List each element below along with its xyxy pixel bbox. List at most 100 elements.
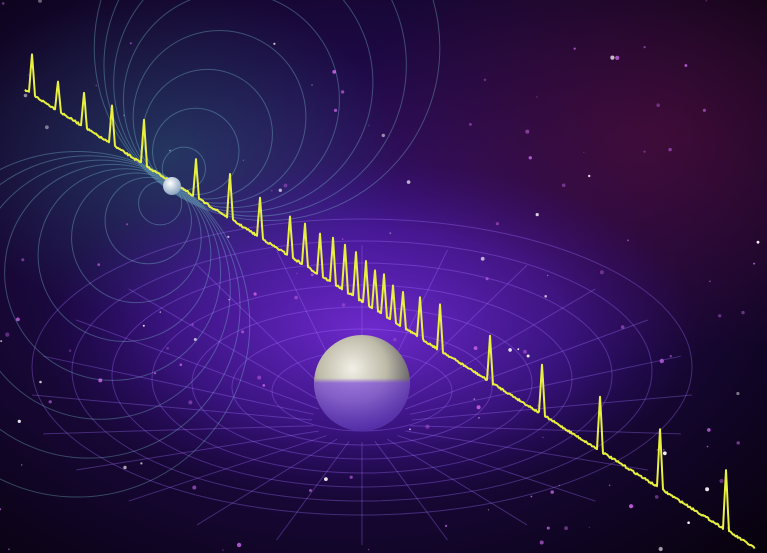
grid-spoke — [43, 425, 314, 435]
grid-spoke — [386, 264, 528, 402]
star — [547, 274, 549, 277]
star — [627, 239, 629, 242]
grid-ring — [71, 240, 653, 502]
star — [561, 183, 566, 188]
star — [643, 150, 646, 153]
star — [483, 78, 487, 82]
star — [324, 477, 328, 481]
star — [349, 475, 353, 479]
star — [191, 323, 194, 326]
star — [425, 424, 430, 429]
star — [659, 358, 664, 364]
star — [550, 490, 554, 494]
field-loop — [103, 0, 407, 217]
star — [273, 42, 276, 45]
star — [705, 487, 710, 492]
star — [756, 240, 760, 244]
star — [718, 314, 722, 318]
star — [253, 292, 257, 296]
star — [668, 147, 672, 152]
star — [517, 348, 520, 351]
star — [525, 129, 530, 134]
star — [242, 159, 245, 161]
star — [7, 548, 10, 551]
grid-ring — [191, 306, 533, 460]
field-loop — [138, 181, 183, 226]
star — [95, 84, 98, 87]
field-loop — [0, 150, 251, 498]
star — [129, 42, 132, 45]
star — [558, 484, 561, 487]
pulse-signal — [24, 53, 756, 549]
field-loop — [4, 163, 222, 381]
grid-spoke — [397, 435, 596, 502]
star — [393, 337, 397, 342]
star — [341, 303, 346, 307]
star — [709, 280, 711, 283]
star — [741, 310, 745, 315]
star — [294, 295, 298, 300]
field-loop — [93, 0, 441, 222]
field-loop — [104, 176, 192, 265]
star — [142, 324, 145, 327]
star — [341, 238, 344, 240]
star — [473, 398, 476, 400]
star — [535, 213, 539, 217]
star — [296, 272, 298, 275]
star — [389, 232, 392, 235]
field-loop — [0, 159, 231, 420]
star — [736, 391, 740, 396]
star — [528, 156, 532, 160]
grid-spoke — [410, 425, 681, 435]
star — [687, 521, 690, 524]
star — [154, 372, 157, 375]
star — [539, 540, 544, 545]
pulsar — [163, 177, 181, 195]
grid-spoke — [128, 435, 327, 502]
star — [480, 256, 485, 261]
grid-spoke — [411, 394, 693, 421]
star — [468, 122, 472, 126]
star — [409, 428, 411, 431]
star — [662, 448, 665, 451]
field-loop — [132, 29, 307, 204]
star — [125, 223, 129, 226]
star — [20, 464, 23, 466]
star — [169, 149, 171, 152]
star — [0, 340, 3, 343]
field-loop — [37, 168, 212, 343]
star — [485, 277, 489, 281]
star — [179, 363, 183, 367]
star — [123, 465, 127, 470]
star — [159, 311, 161, 313]
grid-spoke — [386, 438, 528, 526]
grid-ring — [31, 218, 693, 516]
grid-spoke — [76, 430, 319, 471]
star — [662, 451, 667, 456]
star — [68, 349, 72, 352]
star — [98, 378, 103, 383]
star — [188, 400, 193, 405]
star — [0, 508, 2, 511]
star — [21, 258, 25, 262]
star — [5, 332, 10, 337]
star — [270, 189, 273, 192]
star — [45, 125, 49, 130]
grid-ring — [231, 328, 493, 446]
companion-star — [314, 335, 410, 431]
star — [536, 96, 538, 98]
star — [16, 317, 20, 322]
star — [97, 263, 101, 266]
star — [17, 419, 21, 423]
star — [654, 495, 659, 499]
star — [381, 133, 385, 138]
star — [140, 462, 143, 465]
grid-spoke — [76, 319, 319, 410]
star — [241, 330, 245, 334]
field-loop — [113, 0, 374, 213]
grid-spoke — [43, 355, 314, 415]
star — [262, 384, 266, 387]
field-loop — [71, 172, 202, 304]
